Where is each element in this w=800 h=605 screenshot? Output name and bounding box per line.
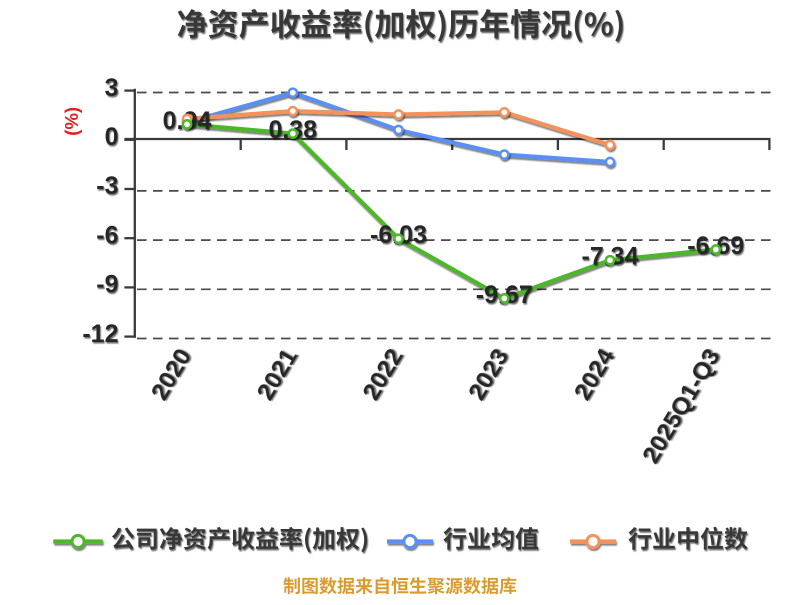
svg-text:-6: -6 bbox=[96, 221, 118, 249]
svg-text:0: 0 bbox=[105, 123, 119, 151]
svg-text:2021: 2021 bbox=[252, 344, 303, 405]
svg-text:-3: -3 bbox=[96, 172, 118, 200]
svg-text:-12: -12 bbox=[82, 320, 118, 348]
svg-text:-9: -9 bbox=[96, 271, 118, 299]
svg-text:2022: 2022 bbox=[358, 344, 409, 405]
svg-text:3: 3 bbox=[105, 74, 119, 102]
svg-text:(%): (%) bbox=[61, 107, 82, 136]
svg-text:2020: 2020 bbox=[146, 344, 197, 405]
svg-text:2023: 2023 bbox=[463, 344, 514, 405]
svg-text:2024: 2024 bbox=[569, 344, 620, 405]
svg-text:2025Q1-Q3: 2025Q1-Q3 bbox=[637, 344, 726, 468]
